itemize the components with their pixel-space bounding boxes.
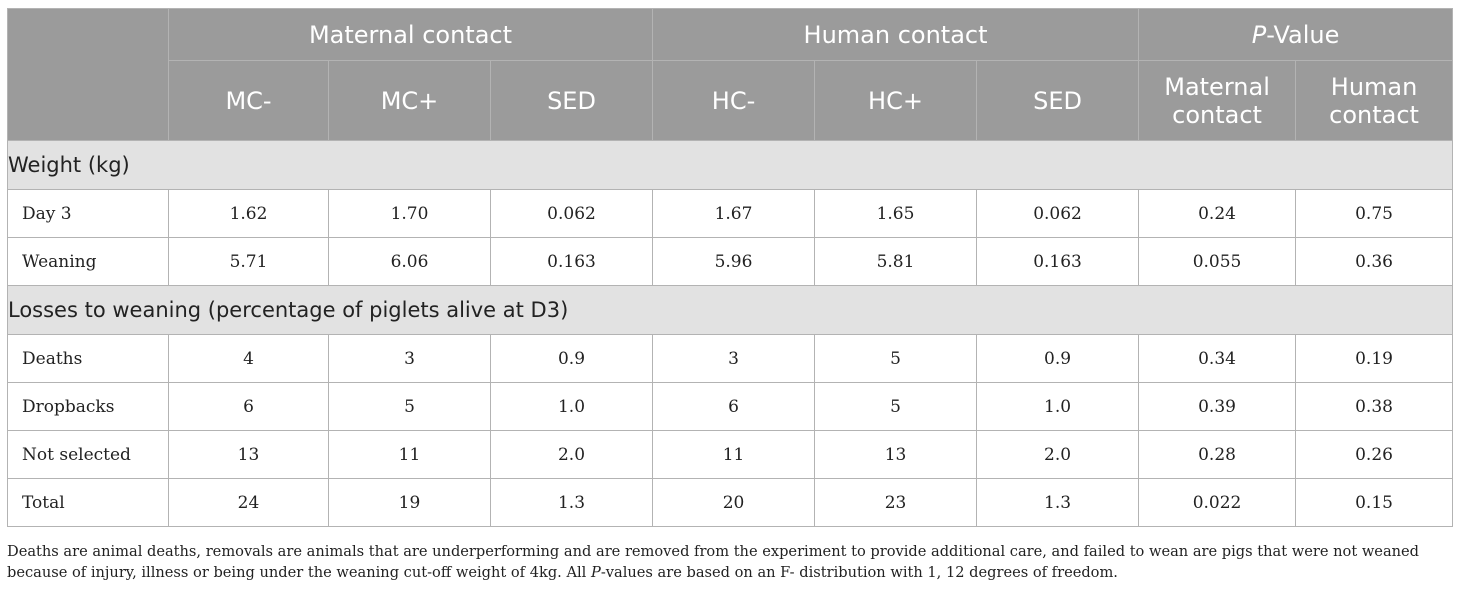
table-footnote: Deaths are animal deaths, removals are a… xyxy=(7,541,1452,583)
table-cell: 0.163 xyxy=(976,237,1140,286)
table-row: Deaths 4 3 0.9 3 5 0.9 0.34 0.19 xyxy=(7,334,1454,383)
table-cell: 1.3 xyxy=(976,478,1140,527)
results-table: Maternal contact Human contact P-Value M… xyxy=(6,8,1454,527)
subheader-sed-maternal: SED xyxy=(489,60,654,141)
table-row: Total 24 19 1.3 20 23 1.3 0.022 0.15 xyxy=(7,478,1454,527)
table-cell: 1.3 xyxy=(489,478,654,527)
table-cell: 0.055 xyxy=(1138,237,1297,286)
footnote-italic-p: P xyxy=(590,564,601,581)
table-cell: 5 xyxy=(328,382,491,431)
table-row: Weaning 5.71 6.06 0.163 5.96 5.81 0.163 … xyxy=(7,237,1454,286)
table-row: Dropbacks 6 5 1.0 6 5 1.0 0.39 0.38 xyxy=(7,382,1454,431)
table-cell: 5.96 xyxy=(652,237,816,286)
subheader-row: MC- MC+ SED HC- HC+ SED Maternal contact… xyxy=(8,60,1454,141)
table-cell: 11 xyxy=(328,430,491,479)
table-cell: 2.0 xyxy=(976,430,1140,479)
table-cell: 1.70 xyxy=(328,189,491,238)
table-cell: 0.062 xyxy=(489,189,654,238)
subheader-sed-human: SED xyxy=(976,60,1140,141)
table-cell: 3 xyxy=(328,334,491,383)
table-cell: 1.65 xyxy=(814,189,978,238)
table-cell: 6 xyxy=(168,382,329,431)
table-cell: 4 xyxy=(168,334,329,383)
row-label: Day 3 xyxy=(7,189,169,238)
table-cell: 20 xyxy=(652,478,816,527)
human-contact-group-header: Human contact xyxy=(652,8,1140,61)
table-cell: 11 xyxy=(652,430,816,479)
table-cell: 6 xyxy=(652,382,816,431)
corner-header-cell xyxy=(7,8,169,141)
table-cell: 0.28 xyxy=(1138,430,1297,479)
table-cell: 0.34 xyxy=(1138,334,1297,383)
table-cell: 24 xyxy=(168,478,329,527)
table-cell: 5 xyxy=(814,334,978,383)
table-cell: 1.0 xyxy=(489,382,654,431)
section-row-losses: Losses to weaning (percentage of piglets… xyxy=(6,285,1454,335)
section-title: Losses to weaning (percentage of piglets… xyxy=(6,285,1454,335)
table-cell: 0.022 xyxy=(1138,478,1297,527)
table-row: Not selected 13 11 2.0 11 13 2.0 0.28 0.… xyxy=(7,430,1454,479)
table-cell: 5.81 xyxy=(814,237,978,286)
table-cell: 19 xyxy=(328,478,491,527)
results-table-container: Maternal contact Human contact P-Value M… xyxy=(6,8,1454,527)
table-cell: 13 xyxy=(814,430,978,479)
table-cell: 0.39 xyxy=(1138,382,1297,431)
table-cell: 5 xyxy=(814,382,978,431)
table-cell: 0.24 xyxy=(1138,189,1297,238)
row-label: Dropbacks xyxy=(7,382,169,431)
table-cell: 0.26 xyxy=(1295,430,1454,479)
table-cell: 2.0 xyxy=(489,430,654,479)
table-cell: 1.62 xyxy=(168,189,329,238)
footnote-text: Deaths are animal deaths, removals are a… xyxy=(7,543,1420,581)
subheader-mc-plus: MC+ xyxy=(328,60,491,141)
table-cell: 6.06 xyxy=(328,237,491,286)
row-label: Deaths xyxy=(7,334,169,383)
table-cell: 0.062 xyxy=(976,189,1140,238)
table-cell: 13 xyxy=(168,430,329,479)
table-cell: 0.75 xyxy=(1295,189,1454,238)
subheader-hc-plus: HC+ xyxy=(814,60,978,141)
row-label: Weaning xyxy=(7,237,169,286)
p-value-suffix: -Value xyxy=(1266,20,1340,49)
subheader-hc-minus: HC- xyxy=(652,60,816,141)
table-cell: 0.19 xyxy=(1295,334,1454,383)
table-cell: 0.15 xyxy=(1295,478,1454,527)
row-label: Total xyxy=(7,478,169,527)
maternal-contact-group-header: Maternal contact xyxy=(167,8,654,61)
table-cell: 5.71 xyxy=(168,237,329,286)
table-cell: 0.36 xyxy=(1295,237,1454,286)
section-title: Weight (kg) xyxy=(6,140,1454,190)
footnote-text-end: -values are based on an F- distribution … xyxy=(600,564,1118,581)
group-header-row: Maternal contact Human contact P-Value xyxy=(7,8,1454,141)
table-cell: 0.9 xyxy=(489,334,654,383)
row-label: Not selected xyxy=(7,430,169,479)
table-cell: 3 xyxy=(652,334,816,383)
table-cell: 23 xyxy=(814,478,978,527)
subheader-p-maternal-contact: Maternal contact xyxy=(1138,60,1297,141)
p-value-italic-p: P xyxy=(1251,20,1267,49)
table-cell: 1.0 xyxy=(976,382,1140,431)
table-row: Day 3 1.62 1.70 0.062 1.67 1.65 0.062 0.… xyxy=(7,189,1454,238)
table-cell: 1.67 xyxy=(652,189,816,238)
p-value-group-header: P-Value xyxy=(1138,8,1454,61)
subheader-p-human-contact: Human contact xyxy=(1295,60,1454,141)
section-row-weight: Weight (kg) xyxy=(6,140,1454,190)
table-cell: 0.163 xyxy=(489,237,654,286)
subheader-mc-minus: MC- xyxy=(168,60,329,141)
table-cell: 0.9 xyxy=(976,334,1140,383)
table-cell: 0.38 xyxy=(1295,382,1454,431)
